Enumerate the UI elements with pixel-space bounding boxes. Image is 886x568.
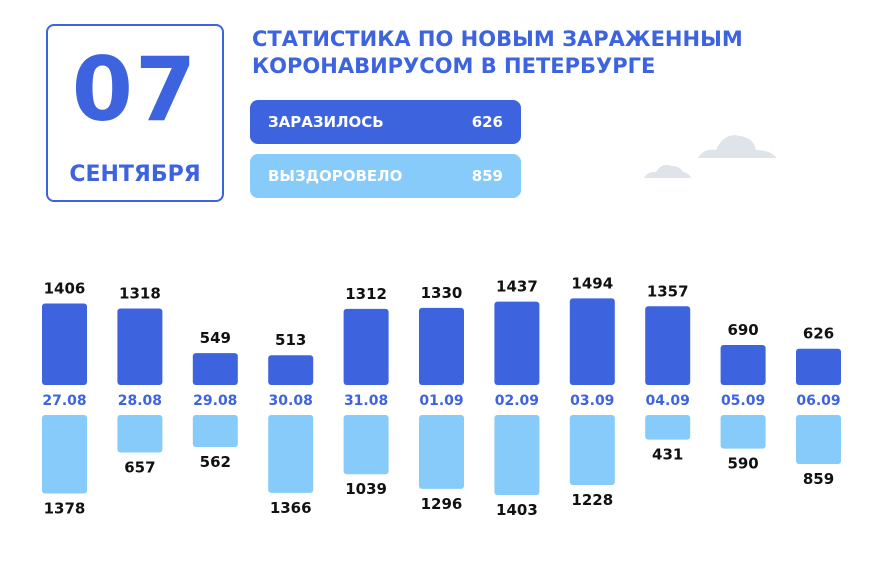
infected-summary: ЗАРАЗИЛОСЬ 626 xyxy=(250,100,521,144)
date-tick-label: 05.09 xyxy=(721,393,765,409)
infected-value-label: 1312 xyxy=(345,285,387,303)
infected-value-label: 1330 xyxy=(421,284,463,302)
recovered-value: 859 xyxy=(471,167,503,185)
date-tick-label: 27.08 xyxy=(42,393,86,409)
infected-value-label: 1318 xyxy=(119,285,161,303)
recovered-value-label: 590 xyxy=(727,455,758,473)
infected-label: ЗАРАЗИЛОСЬ xyxy=(268,113,384,131)
cloud-icon xyxy=(698,135,777,158)
recovered-bar xyxy=(645,415,691,440)
infected-value-label: 626 xyxy=(803,325,834,343)
date-tick-label: 04.09 xyxy=(646,393,690,409)
recovered-bar xyxy=(192,415,238,448)
headline: СТАТИСТИКА ПО НОВЫМ ЗАРАЖЕННЫМ КОРОНАВИР… xyxy=(252,26,812,80)
recovered-value-label: 657 xyxy=(124,458,155,476)
cloud-icon xyxy=(644,164,691,178)
recovered-label: ВЫЗДОРОВЕЛО xyxy=(268,167,403,185)
infected-bar xyxy=(117,308,163,385)
date-tick-label: 01.09 xyxy=(419,393,463,409)
recovered-bar xyxy=(42,415,87,494)
infected-bar xyxy=(569,298,615,385)
recovered-bar xyxy=(796,415,841,464)
recovered-value-label: 1378 xyxy=(44,500,86,518)
recovered-value-label: 1403 xyxy=(496,501,538,519)
infected-bar xyxy=(42,303,87,385)
headline-line-2: КОРОНАВИРУСОМ В ПЕТЕРБУРГЕ xyxy=(252,54,656,78)
recovered-value-label: 562 xyxy=(200,453,231,471)
recovered-value-label: 1366 xyxy=(270,499,312,517)
infected-bar xyxy=(192,353,238,385)
date-month: СЕНТЯБРЯ xyxy=(69,162,201,187)
date-tick-label: 03.09 xyxy=(570,393,614,409)
date-tick-label: 02.09 xyxy=(495,393,539,409)
infected-bar xyxy=(796,348,841,385)
date-tick-label: 06.09 xyxy=(796,393,840,409)
recovered-value-label: 1228 xyxy=(571,491,613,509)
infected-bar xyxy=(645,306,691,385)
date-tick-label: 30.08 xyxy=(269,393,313,409)
infected-bar xyxy=(343,308,389,385)
recovered-value-label: 1296 xyxy=(421,495,463,513)
recovered-value-label: 431 xyxy=(652,446,683,464)
recovered-bar xyxy=(419,415,464,489)
date-tick-label: 29.08 xyxy=(193,393,237,409)
date-tick-label: 28.08 xyxy=(118,393,162,409)
infected-value: 626 xyxy=(471,113,503,131)
date-day: 07 xyxy=(71,38,199,141)
infected-bar xyxy=(720,344,766,385)
infected-bar xyxy=(419,307,464,385)
headline-line-1: СТАТИСТИКА ПО НОВЫМ ЗАРАЖЕННЫМ xyxy=(252,27,743,51)
infected-bar xyxy=(494,301,540,385)
infected-value-label: 690 xyxy=(727,321,758,339)
recovered-bar xyxy=(494,415,540,495)
infected-value-label: 1357 xyxy=(647,282,689,300)
recovered-value-label: 859 xyxy=(803,470,834,488)
infected-bar xyxy=(268,355,314,385)
bar-chart: 1406 27.08 1378 1318 28.08 657 549 29.08 562 513 3… xyxy=(42,274,841,519)
recovered-bar xyxy=(569,415,615,485)
date-card: 07 СЕНТЯБРЯ xyxy=(46,24,224,202)
infected-value-label: 1406 xyxy=(44,279,86,297)
infected-value-label: 1494 xyxy=(571,274,613,292)
recovered-bar xyxy=(268,415,314,493)
date-tick-label: 31.08 xyxy=(344,393,388,409)
clouds-decoration xyxy=(644,135,777,178)
recovered-value-label: 1039 xyxy=(345,480,387,498)
recovered-summary: ВЫЗДОРОВЕЛО 859 xyxy=(250,154,521,198)
infected-value-label: 549 xyxy=(200,329,231,347)
infected-value-label: 1437 xyxy=(496,278,538,296)
recovered-bar xyxy=(343,415,389,475)
recovered-bar xyxy=(720,415,766,449)
recovered-bar xyxy=(117,415,163,453)
infected-value-label: 513 xyxy=(275,331,306,349)
